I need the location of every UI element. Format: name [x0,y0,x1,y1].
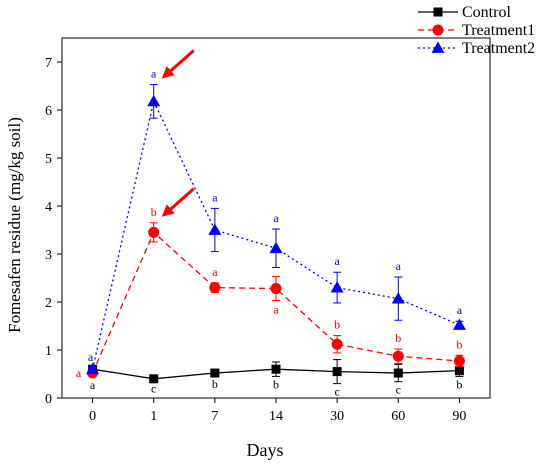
x-axis-label: Days [247,440,284,460]
significance-letter: b [273,377,279,391]
significance-letter: a [88,350,94,364]
annotations [161,49,195,217]
x-tick-label: 7 [211,409,218,424]
y-tick-label: 7 [45,56,52,71]
data-point-control [393,368,403,378]
significance-letter: a [273,211,279,225]
significance-letter: a [151,67,157,81]
significance-letter: b [212,377,218,391]
significance-letter: a [212,265,218,279]
data-point-treatment2 [86,362,100,375]
arrow-shaft [166,49,195,75]
x-tick-label: 60 [391,409,405,424]
significance-letter: b [334,318,340,332]
data-point-treatment2 [147,94,161,107]
significance-letter: b [395,331,401,345]
significance-letter: a [457,303,463,317]
significance-letter: a [76,366,82,380]
significance-letter: b [151,205,157,219]
legend-label: Treatment1 [462,22,535,39]
data-point-treatment1 [148,226,160,238]
arrow-head [161,66,175,79]
data-point-treatment2 [452,318,466,330]
significance-letter: a [273,303,279,317]
y-axis-label: Fomesafen residue (mg/kg soil) [5,117,24,333]
y-tick-label: 2 [45,296,52,311]
data-point-treatment1 [209,282,221,294]
significance-letter: a [396,259,402,273]
y-tick-label: 3 [45,248,52,263]
legend-label: Treatment2 [462,40,535,57]
data-point-treatment1 [453,355,465,367]
data-point-treatment2 [208,223,222,235]
annotation-arrow [161,49,195,79]
x-tick-label: 0 [89,409,96,424]
data-point-treatment1 [331,338,343,350]
data-point-treatment1 [392,350,404,362]
legend-item-treatment2: Treatment2 [418,40,535,57]
legend-item-control: Control [418,4,511,21]
significance-letter: c [151,382,156,396]
significance-letter: a [334,254,340,268]
data-point-control [210,368,220,378]
data-point-control [454,366,464,376]
legend-marker [433,7,443,17]
significance-letter: c [334,385,339,399]
y-tick-label: 6 [45,104,52,119]
x-tick-label: 1 [150,409,157,424]
significance-letter: a [212,190,218,204]
x-tick-label: 14 [269,409,283,424]
x-tick-label: 30 [330,409,344,424]
y-tick-label: 4 [45,200,52,215]
annotation-arrow [161,187,195,217]
y-tick-label: 5 [45,152,52,167]
significance-letter: b [456,377,462,391]
legend-item-treatment1: Treatment1 [418,22,535,39]
axes: 0 1 2 3 4 5 6 7 0 1 7 14 30 60 90 [45,37,491,424]
series-treatment2 [86,84,466,375]
data-point-control [271,364,281,374]
y-tick-label: 1 [45,344,52,359]
legend-marker [432,24,444,36]
data-point-control [332,367,342,377]
significance-letter: b [456,337,462,351]
legend-marker [431,41,445,53]
data-point-treatment2 [269,241,283,254]
data-point-treatment1 [270,283,282,295]
arrow-head [161,204,175,217]
data-point-treatment2 [330,281,344,293]
y-tick-label: 0 [45,392,52,407]
data-point-treatment2 [391,292,405,304]
significance-letter: a [90,378,96,392]
legend-label: Control [462,4,511,21]
significance-letter: c [396,383,401,397]
data-point-control [149,374,159,384]
series-layer [86,84,466,385]
x-tick-label: 90 [452,409,466,424]
arrow-shaft [166,187,195,213]
